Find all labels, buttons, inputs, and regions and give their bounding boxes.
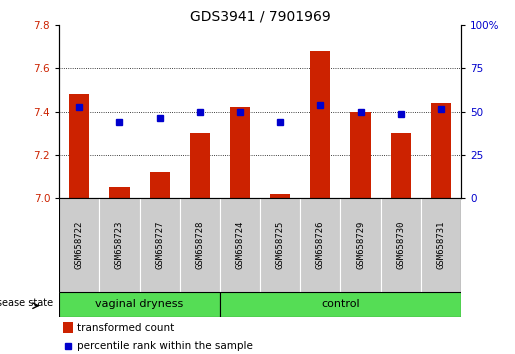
Bar xyxy=(381,198,421,292)
Bar xyxy=(260,198,300,292)
Bar xyxy=(350,112,370,198)
Text: GSM658730: GSM658730 xyxy=(396,221,405,269)
Bar xyxy=(69,94,89,198)
Text: GSM658724: GSM658724 xyxy=(235,221,245,269)
Text: transformed count: transformed count xyxy=(77,323,175,333)
Text: GSM658722: GSM658722 xyxy=(75,221,84,269)
Text: control: control xyxy=(321,299,359,309)
Text: GSM658725: GSM658725 xyxy=(276,221,285,269)
Bar xyxy=(340,198,381,292)
Bar xyxy=(230,107,250,198)
Text: GSM658731: GSM658731 xyxy=(436,221,445,269)
Bar xyxy=(180,198,220,292)
Bar xyxy=(109,187,129,198)
Bar xyxy=(220,198,260,292)
Bar xyxy=(59,292,220,317)
Bar xyxy=(140,198,180,292)
Bar xyxy=(190,133,210,198)
Bar xyxy=(63,322,73,333)
Text: disease state: disease state xyxy=(0,298,53,308)
Bar xyxy=(99,198,140,292)
Bar xyxy=(220,292,461,317)
Text: vaginal dryness: vaginal dryness xyxy=(95,299,184,309)
Bar xyxy=(300,198,340,292)
Text: GSM658723: GSM658723 xyxy=(115,221,124,269)
Text: GSM658726: GSM658726 xyxy=(316,221,325,269)
Text: GSM658729: GSM658729 xyxy=(356,221,365,269)
Text: GSM658728: GSM658728 xyxy=(195,221,204,269)
Text: percentile rank within the sample: percentile rank within the sample xyxy=(77,341,253,351)
Title: GDS3941 / 7901969: GDS3941 / 7901969 xyxy=(190,10,331,24)
Text: GSM658727: GSM658727 xyxy=(155,221,164,269)
Bar xyxy=(431,103,451,198)
Bar xyxy=(59,198,99,292)
Bar xyxy=(310,51,330,198)
Bar xyxy=(421,198,461,292)
Bar xyxy=(270,194,290,198)
Bar xyxy=(390,133,410,198)
Bar xyxy=(149,172,169,198)
